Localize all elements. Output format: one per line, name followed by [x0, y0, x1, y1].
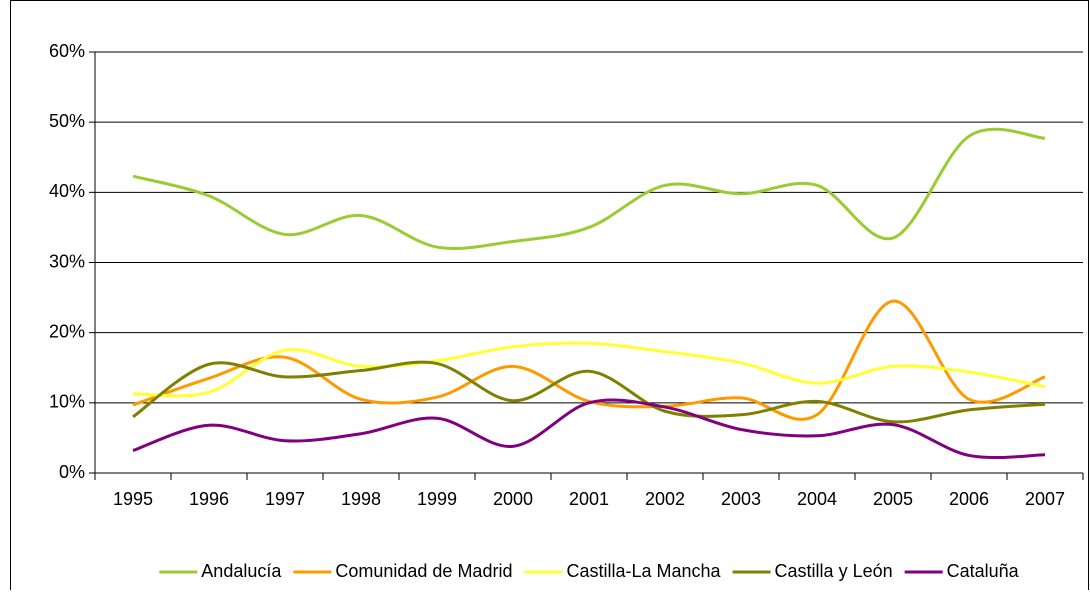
x-tick-label: 2003: [721, 489, 761, 509]
series-line: [132, 127, 1046, 250]
legend-label: Cataluña: [947, 561, 1020, 581]
y-tick-label: 50%: [49, 111, 85, 131]
x-tick-label: 1996: [189, 489, 229, 509]
y-tick-label: 40%: [49, 181, 85, 201]
series-line: [132, 360, 1046, 424]
x-tick-label: 2000: [493, 489, 533, 509]
x-tick-label: 1995: [113, 489, 153, 509]
y-tick-label: 20%: [49, 321, 85, 341]
x-tick-label: 2001: [569, 489, 609, 509]
x-tick-label: 1997: [265, 489, 305, 509]
x-tick-label: 2007: [1025, 489, 1065, 509]
y-tick-label: 10%: [49, 392, 85, 412]
x-tick-label: 2006: [949, 489, 989, 509]
series-line: [132, 341, 1046, 398]
legend-label: Andalucía: [201, 561, 282, 581]
x-tick-label: 2005: [873, 489, 913, 509]
y-tick-label: 0%: [59, 462, 85, 482]
x-tick-label: 1999: [417, 489, 457, 509]
y-tick-label: 60%: [49, 41, 85, 61]
series-line: [132, 299, 1046, 421]
x-tick-label: 2004: [797, 489, 837, 509]
x-tick-label: 1998: [341, 489, 381, 509]
chart-border: [10, 0, 1089, 595]
x-tick-label: 2002: [645, 489, 685, 509]
legend-label: Castilla-La Mancha: [566, 561, 721, 581]
series-line: [132, 398, 1046, 460]
y-tick-label: 30%: [49, 251, 85, 271]
legend-label: Comunidad de Madrid: [335, 561, 512, 581]
legend-label: Castilla y León: [775, 561, 893, 581]
